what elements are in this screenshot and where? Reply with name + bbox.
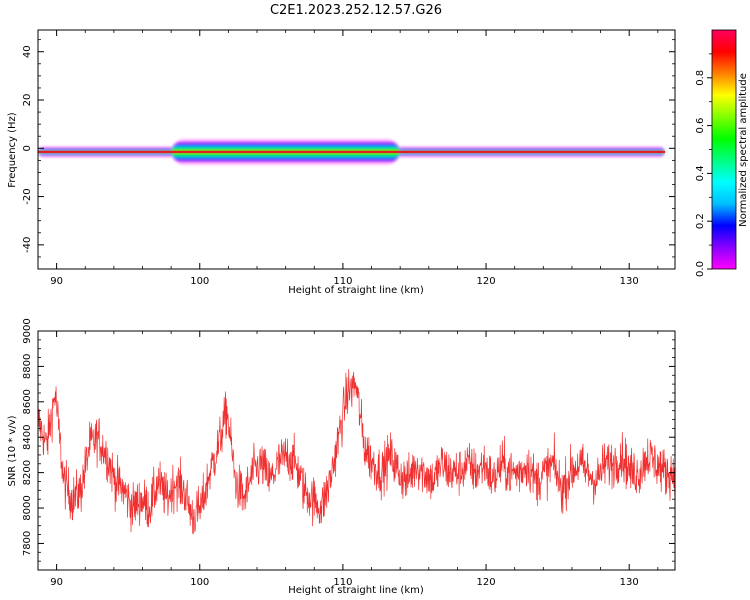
colorbar-axis: 0.0 0.2 0.4 0.6 0.8 <box>695 53 712 277</box>
colorbar-tick-label: 0.8 <box>695 70 706 86</box>
colorbar: 0.0 0.2 0.4 0.6 0.8 Normalized spectral ampl… <box>695 29 749 277</box>
x-tick-label: 110 <box>333 577 352 588</box>
spectrogram-axes: 90 100 110 120 130 -40 -20 0 20 40 <box>22 30 675 287</box>
figure-title: C2E1.2023.252.12.57.G26 <box>270 3 442 18</box>
snr-axes: 90 100 110 120 130 7800 8000 8200 8400 8600 8800 90… <box>22 318 675 588</box>
colorbar-tick-label: 0.0 <box>695 261 706 277</box>
y-tick-label: 8600 <box>22 389 33 414</box>
colorbar-gradient <box>712 30 736 269</box>
y-tick-label: 20 <box>22 94 33 107</box>
spectrogram-ylabel: Frequency (Hz) <box>7 112 18 188</box>
y-tick-label: 8800 <box>22 354 33 379</box>
x-tick-label: 90 <box>50 577 63 588</box>
y-tick-label: -40 <box>22 237 33 253</box>
snr-chart: 90 100 110 120 130 7800 8000 8200 8400 8600 8800 90… <box>7 318 676 596</box>
x-tick-label: 110 <box>333 276 352 287</box>
spectrogram-xlabel: Height of straight line (km) <box>288 285 424 296</box>
spectrogram-heatmap <box>38 138 665 165</box>
colorbar-tick-label: 0.4 <box>695 165 706 181</box>
x-tick-label: 100 <box>190 577 209 588</box>
y-tick-label: 8000 <box>22 495 33 520</box>
y-tick-label: 8400 <box>22 424 33 449</box>
snr-frame <box>37 330 676 571</box>
y-tick-label: -20 <box>22 188 33 204</box>
snr-xlabel: Height of straight line (km) <box>288 585 424 596</box>
spectrogram-frame <box>37 29 676 270</box>
y-tick-label: 8200 <box>22 460 33 485</box>
x-tick-label: 120 <box>477 276 496 287</box>
x-tick-label: 130 <box>620 276 639 287</box>
snr-series-line <box>38 369 675 535</box>
y-tick-label: 7800 <box>22 531 33 556</box>
y-tick-label: 9000 <box>22 318 33 343</box>
x-tick-label: 90 <box>50 276 63 287</box>
y-tick-label: 0 <box>22 145 33 151</box>
colorbar-label: Normalized spectral amplitude <box>738 73 749 227</box>
x-tick-label: 100 <box>190 276 209 287</box>
y-tick-label: 40 <box>22 45 33 58</box>
x-tick-label: 120 <box>477 577 496 588</box>
colorbar-tick-label: 0.6 <box>695 118 706 134</box>
snr-ylabel: SNR (10 * v/v) <box>7 415 18 486</box>
x-tick-label: 130 <box>620 577 639 588</box>
colorbar-tick-label: 0.2 <box>695 213 706 229</box>
spectrogram-chart: 90 100 110 120 130 -40 -20 0 20 40 Height of stra… <box>7 29 676 296</box>
